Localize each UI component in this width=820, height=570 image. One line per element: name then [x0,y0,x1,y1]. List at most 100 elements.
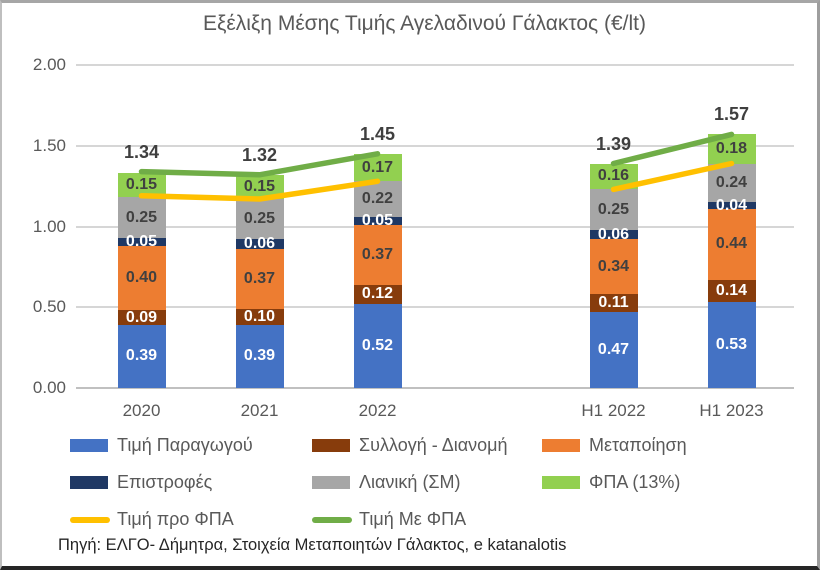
segment-label: 0.39 [243,347,276,365]
segment-label: 0.06 [597,225,630,243]
segment-label: 0.25 [597,200,630,218]
segment-label: 0.39 [125,347,158,365]
bar-segment [353,304,402,388]
bar-segment [235,308,284,325]
segment-label: 0.44 [715,235,748,253]
bar-segment [707,202,756,209]
bar-segment [117,245,166,311]
labels-layer: 0.39 0.09 0.40 0.05 0.25 0.15 1.34 0.39 0.10 0.37… [2,3,817,566]
legend-item: Συλλογή - Διανομή [312,435,508,456]
segment-label: 0.34 [597,257,630,275]
legend-item: Τιμή Παραγωγού [70,435,253,456]
plot-area: 2.00 1.50 1.00 0.50 0.00 2020 2021 2022 H1 2022 H… [2,3,817,566]
segment-label: 0.15 [125,176,158,194]
bar-segment [235,249,284,309]
x-tick-label: H1 2023 [699,401,764,420]
x-tick-label: 2022 [358,401,397,420]
total-label: 1.32 [241,144,278,165]
legend-line-icon [70,516,110,523]
bar-segment [707,279,756,303]
bar-segment [353,284,402,304]
segment-label: 0.17 [361,158,394,176]
bar-segment [589,294,638,313]
total-label: 1.57 [713,104,750,125]
total-label: 1.39 [595,133,632,154]
legend-swatch-icon [542,439,580,452]
segment-label: 0.10 [243,307,276,325]
gridline [76,225,794,228]
legend-item: ΦΠΑ (13%) [542,472,680,493]
gridline [76,64,794,66]
segment-label: 0.53 [715,336,748,354]
bar-segment [235,325,284,388]
total-label: 1.45 [359,123,396,144]
legend-label: Λιανική (ΣΜ) [359,472,461,492]
legend-label: Επιστροφές [117,472,213,492]
segment-label: 0.16 [597,167,630,185]
segment-label: 0.04 [715,196,748,214]
legend-item: Μεταποίηση [542,435,687,456]
segment-label: 0.12 [361,285,394,303]
bar-segment [353,216,402,225]
segment-label: 0.14 [715,282,748,300]
legend-swatch-icon [312,439,350,452]
segment-label: 0.37 [361,245,394,263]
legend-swatch-icon [70,476,108,489]
bar-segment [117,237,166,246]
x-tick-label: 2021 [240,401,279,420]
legend-label: Τιμή προ ΦΠΑ [117,509,234,529]
legend-swatch-icon [542,476,580,489]
y-tick-label: 1.00 [32,216,66,236]
legend-label: Τιμή Με ΦΠΑ [359,509,467,529]
segment-label: 0.06 [243,235,276,253]
chart-title: Εξέλιξη Μέσης Τιμής Αγελαδινού Γάλακτος … [202,12,647,35]
y-tick-label: 2.00 [32,55,66,74]
segment-label: 0.05 [361,211,394,229]
segment-label: 0.52 [361,337,394,354]
y-tick-label: 0.00 [32,378,66,397]
segment-label: 0.40 [125,269,158,287]
segment-label: 0.25 [125,208,158,226]
bar-segment [117,325,166,388]
legend-label: ΦΠΑ (13%) [589,472,681,492]
bar-segment [117,310,166,325]
bar-segment [707,302,756,388]
legend-swatch-icon [70,439,108,452]
bar-segment [235,199,284,240]
legend-label: Μεταποίηση [589,435,687,455]
legend-item: Επιστροφές [70,472,212,493]
segment-label: 0.05 [125,232,158,250]
legend-item: Τιμή Με ΦΠΑ [312,509,466,530]
bar-segment [353,224,402,285]
gridline [76,144,794,147]
segment-label: 0.37 [243,269,276,287]
total-label: 1.34 [123,141,160,162]
segment-label: 0.11 [598,294,629,312]
bar-segment [589,229,638,240]
legend-swatch-icon [312,476,350,489]
segment-label: 0.15 [243,177,276,195]
x-tick-label: 2020 [122,401,161,420]
legend-item: Λιανική (ΣΜ) [312,472,461,493]
bar-segment [589,239,638,295]
source-note: Πηγή: ΕΛΓΟ- Δήμητρα, Στοιχεία Μεταποιητώ… [58,536,567,554]
bar-segment [707,208,756,280]
bar-segment [589,189,638,230]
segment-label: 0.22 [361,190,394,208]
y-tick-label: 0.50 [32,297,66,317]
legend-item: Τιμή προ ΦΠΑ [70,509,234,530]
segment-label: 0.24 [715,173,748,191]
bar-segment [589,312,638,388]
segment-label: 0.47 [597,341,630,359]
x-tick-label: H1 2022 [581,401,646,420]
legend-label: Συλλογή - Διανομή [359,435,508,455]
bar-segment [235,239,284,250]
segment-label: 0.09 [125,308,158,326]
legend-label: Τιμή Παραγωγού [117,435,253,455]
segment-label: 0.25 [243,210,276,228]
gridline [76,387,794,389]
segment-label: 0.18 [715,139,748,157]
legend-line-icon [312,516,352,523]
gridline [76,306,794,309]
